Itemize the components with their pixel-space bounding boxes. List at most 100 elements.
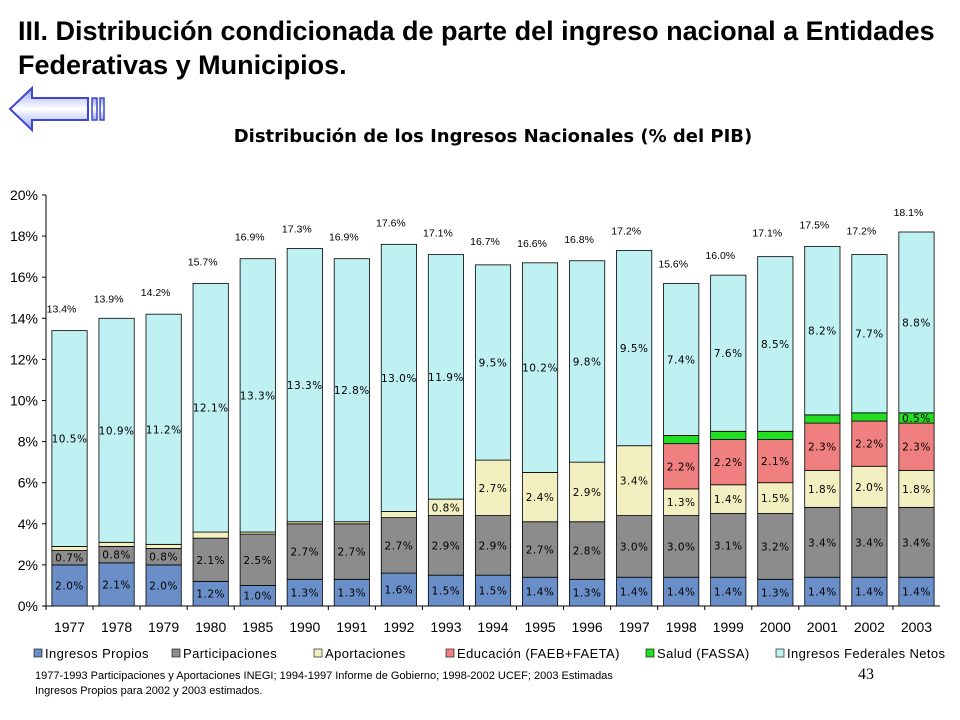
data-label: 2.9% [573,487,602,499]
legend-label: Aportaciones [325,646,406,661]
bar-segment [898,469,935,508]
total-label: 17.2% [611,226,641,238]
bar-segment [851,412,888,422]
bar-segment [51,546,88,551]
bar-segment [663,435,700,445]
y-tick-label: 2% [18,557,38,573]
x-tick-label: 2000 [760,619,791,635]
data-label: 1.5% [761,493,790,505]
data-label: 0.8% [149,552,178,564]
bar-segment [616,445,653,516]
bar-segment [663,443,700,490]
data-label: 2.7% [479,483,508,495]
total-label: 14.2% [141,287,171,299]
page-number: 43 [858,666,874,683]
bar-segment [898,231,935,414]
bar-segment [522,521,559,578]
total-label: 13.4% [47,304,77,316]
bar-segment [286,248,323,523]
bar-segment [333,578,370,607]
y-tick-label: 8% [18,434,38,450]
bar-segment [192,282,229,533]
total-label: 16.7% [470,236,500,248]
data-label: 2.7% [290,547,319,559]
bar-segment [380,243,417,512]
bar-segment [616,250,653,447]
legend-label: Ingresos Propios [45,646,149,661]
legend-swatch [775,648,785,658]
data-label: 3.1% [714,540,743,552]
data-label: 2.4% [526,492,555,504]
bar-segment [757,256,794,432]
data-label: 2.1% [102,579,131,591]
data-label: 7.4% [667,354,696,366]
data-label: 3.4% [902,537,931,549]
bar-segment [710,430,747,440]
bar-segment [569,578,606,607]
legend-swatch [33,648,43,658]
bar-segment [427,254,464,500]
data-label: 1.3% [337,588,366,600]
data-label: 2.2% [714,457,743,469]
bar-segment [474,459,512,516]
bar-segment [286,578,323,607]
x-tick-label: 1979 [148,619,179,635]
x-tick-label: 1980 [195,619,226,635]
data-label: 13.0% [381,373,417,385]
data-label: 2.7% [526,544,555,556]
total-label: 18.1% [894,207,924,219]
data-label: 2.0% [855,482,884,494]
data-label: 7.6% [714,348,743,360]
bar-segment [757,513,794,580]
x-tick-label: 1990 [289,619,320,635]
legend-label: Educación (FAEB+FAETA) [457,646,620,661]
data-label: 1.3% [761,588,790,600]
total-label: 15.7% [188,256,218,268]
legend-label: Ingresos Federales Netos [787,646,946,661]
data-label: 2.1% [196,555,225,567]
data-label: 1.4% [902,587,931,599]
legend-swatch [171,648,181,658]
bar-segment [333,258,370,523]
data-label: 1.5% [432,586,461,598]
legend-swatch [445,648,455,658]
bar-segment [663,576,700,607]
total-label: 17.3% [282,223,312,235]
bar-segment [569,260,606,463]
total-label: 16.8% [564,234,594,246]
x-tick-label: 1997 [619,619,650,635]
data-label: 11.9% [428,372,464,384]
bar-segment [98,317,135,543]
total-label: 17.2% [847,226,877,238]
bar-segment [522,262,559,473]
data-label: 2.2% [855,439,884,451]
data-label: 2.9% [432,540,461,552]
data-label: 11.2% [146,424,182,436]
data-label: 1.4% [526,587,555,599]
legend-label: Salud (FASSA) [657,646,750,661]
back-arrow-icon[interactable] [8,86,108,132]
bar-segment [804,506,841,578]
bar-segment [286,523,323,580]
data-label: 8.5% [761,339,790,351]
data-label: 12.1% [193,403,229,415]
bar-segment [474,515,512,576]
total-label: 16.6% [517,238,547,250]
total-label: 16.0% [705,250,735,262]
bar-segment [804,469,841,508]
footnote-line-1: 1977-1993 Participaciones y Aportaciones… [35,670,613,682]
bar-segment [804,576,841,607]
data-label: 13.3% [240,390,276,402]
bar-segment [804,422,841,471]
bar-segment [192,537,229,582]
bar-segment [898,506,935,578]
total-label: 17.1% [752,228,782,240]
bar-segment [98,541,135,547]
data-label: 3.2% [761,541,790,553]
y-tick-label: 20% [10,187,38,203]
bar-segment [804,414,841,424]
bar-segment [898,422,935,471]
data-label: 1.4% [714,494,743,506]
